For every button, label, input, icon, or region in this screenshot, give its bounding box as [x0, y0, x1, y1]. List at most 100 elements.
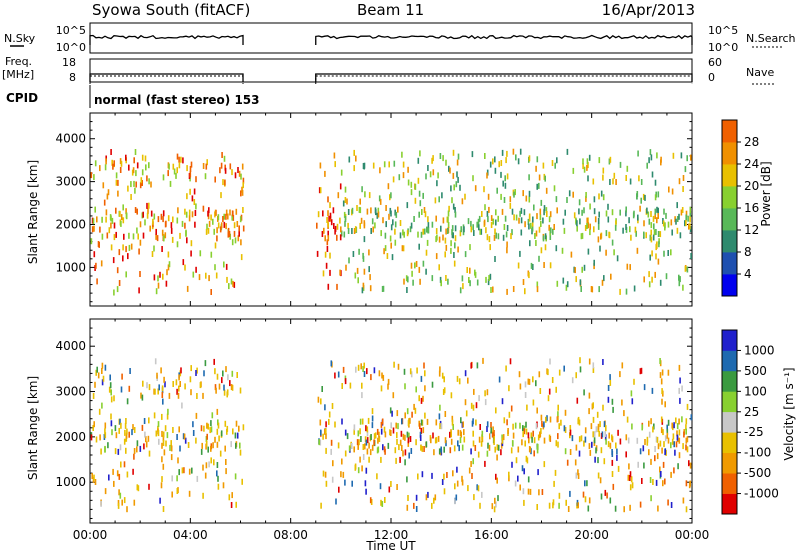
echo-cell	[195, 266, 197, 273]
echo-cell	[222, 482, 225, 489]
echo-cell	[536, 286, 539, 293]
echo-cell	[188, 209, 191, 216]
echo-cell	[419, 431, 422, 438]
echo-cell	[164, 425, 167, 432]
echo-cell	[664, 222, 666, 229]
echo-cell	[543, 421, 545, 428]
echo-cell	[474, 185, 477, 192]
echo-cell	[220, 162, 223, 169]
echo-cell	[101, 368, 103, 374]
echo-cell	[593, 196, 596, 203]
echo-cell	[397, 206, 399, 213]
echo-cell	[598, 430, 600, 437]
colorbar-swatch	[722, 350, 737, 372]
echo-cell	[183, 433, 186, 440]
echo-cell	[655, 253, 657, 260]
echo-cell	[326, 239, 329, 246]
echo-cell	[407, 179, 410, 186]
echo-cell	[613, 172, 616, 179]
echo-cell	[343, 211, 346, 218]
echo-cell	[161, 229, 164, 236]
echo-cell	[179, 232, 181, 239]
echo-cell	[492, 158, 494, 165]
echo-cell	[623, 506, 625, 513]
echo-cell	[684, 265, 687, 272]
echo-cell	[577, 418, 579, 425]
echo-cell	[196, 393, 198, 399]
echo-cell	[205, 228, 208, 235]
echo-cell	[418, 243, 420, 250]
echo-cell	[427, 491, 429, 498]
echo-cell	[619, 161, 622, 168]
echo-cell	[662, 461, 665, 468]
echo-cell	[156, 235, 159, 242]
echo-cell	[563, 227, 566, 234]
echo-cell	[403, 231, 405, 238]
echo-cell	[648, 431, 651, 438]
echo-cell	[461, 275, 464, 282]
echo-cell	[122, 204, 124, 211]
echo-cell	[364, 191, 366, 198]
echo-cell	[629, 226, 631, 233]
echo-cell	[421, 445, 424, 452]
y-tick-label: 4000	[55, 339, 86, 353]
echo-cell	[189, 376, 192, 383]
echo-cell	[208, 220, 211, 227]
echo-cell	[188, 468, 191, 475]
echo-cell	[163, 449, 166, 456]
x-tick-label: 20:00	[574, 528, 609, 542]
echo-cell	[382, 285, 385, 292]
echo-cell	[344, 479, 346, 486]
echo-cell	[524, 440, 526, 447]
echo-cell	[213, 459, 215, 466]
echo-cell	[538, 371, 541, 378]
echo-cell	[567, 506, 570, 512]
echo-cell	[125, 447, 127, 454]
echo-cell	[215, 387, 217, 394]
echo-cell	[440, 225, 442, 232]
echo-cell	[649, 234, 652, 241]
echo-cell	[110, 389, 112, 396]
echo-cell	[208, 461, 210, 468]
echo-cell	[224, 164, 226, 171]
echo-cell	[503, 197, 506, 203]
echo-cell	[236, 432, 239, 439]
echo-cell	[426, 226, 428, 233]
echo-cell	[420, 444, 422, 451]
echo-cell	[325, 262, 328, 269]
echo-cell	[580, 233, 583, 240]
echo-cell	[322, 470, 325, 477]
echo-cell	[407, 495, 409, 501]
echo-cell	[170, 222, 173, 229]
echo-cell	[160, 367, 162, 374]
echo-cell	[671, 188, 674, 195]
echo-cell	[646, 207, 648, 214]
echo-cell	[180, 367, 182, 374]
echo-cell	[325, 433, 327, 440]
echo-cell	[380, 385, 383, 392]
echo-cell	[485, 227, 487, 234]
echo-cell	[323, 227, 325, 234]
colorbar-tick-label: 28	[744, 135, 759, 149]
echo-cell	[528, 223, 530, 230]
echo-cell	[153, 274, 156, 281]
echo-cell	[609, 179, 611, 185]
echo-cell	[404, 449, 407, 456]
echo-cell	[600, 190, 603, 197]
echo-cell	[351, 443, 353, 449]
echo-cell	[536, 447, 539, 454]
echo-cell	[530, 222, 532, 229]
echo-cell	[402, 450, 404, 457]
echo-cell	[439, 423, 441, 430]
echo-cell	[502, 234, 505, 241]
echo-cell	[368, 266, 370, 273]
echo-cell	[630, 476, 633, 483]
echo-cell	[663, 441, 665, 448]
echo-cell	[459, 287, 462, 294]
echo-cell	[344, 450, 347, 457]
echo-cell	[418, 266, 421, 273]
echo-cell	[415, 261, 418, 267]
echo-cell	[673, 441, 675, 448]
echo-cell	[524, 221, 526, 228]
echo-cell	[480, 440, 483, 447]
